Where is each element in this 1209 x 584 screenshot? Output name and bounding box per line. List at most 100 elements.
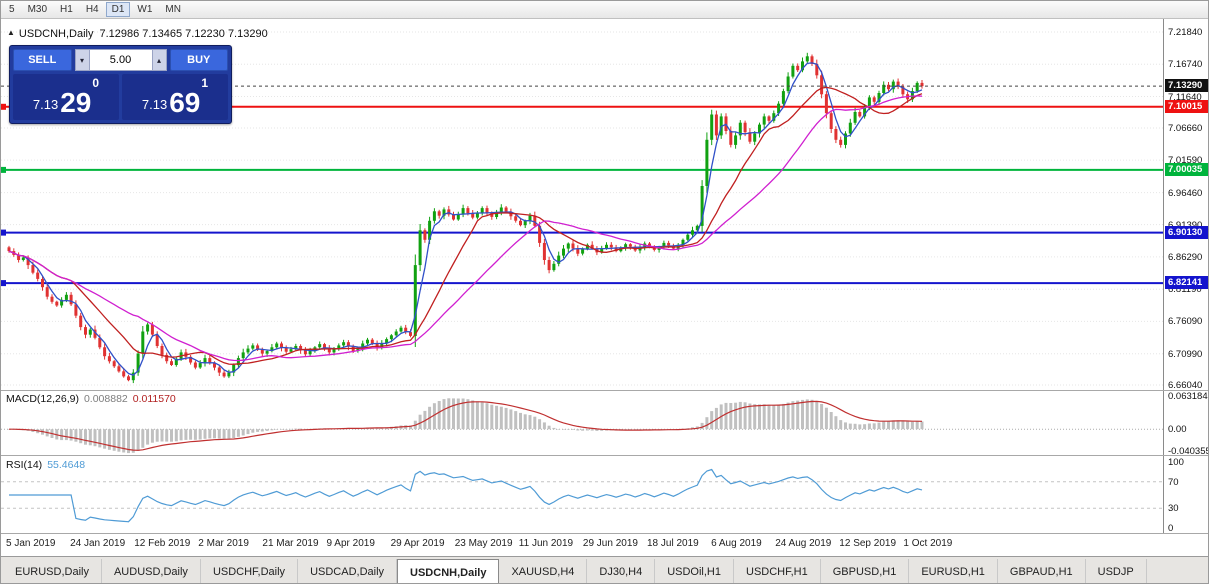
pane-separator[interactable] xyxy=(1,455,1208,456)
bid-pips: 29 xyxy=(60,87,92,118)
macd-histogram-bar xyxy=(734,402,738,430)
volume-decrease-button[interactable]: ▾ xyxy=(74,49,90,71)
candle-body xyxy=(270,347,274,352)
candle-body xyxy=(490,212,494,217)
candle-body xyxy=(877,93,881,102)
candle-body xyxy=(475,213,479,218)
rsi-pane-canvas[interactable] xyxy=(1,456,1163,533)
candle-body xyxy=(882,84,886,93)
candle-body xyxy=(79,315,83,328)
timeframe-button-h4[interactable]: H4 xyxy=(80,2,105,17)
bid-price-display[interactable]: 7.13 29 0 xyxy=(13,74,119,120)
rsi-axis-label: 100 xyxy=(1168,457,1184,468)
macd-histogram-bar xyxy=(418,414,422,430)
macd-pane-canvas[interactable] xyxy=(1,391,1163,455)
candle-body xyxy=(55,301,59,306)
sell-button[interactable]: SELL xyxy=(13,49,72,71)
candle-body xyxy=(241,352,245,359)
bid-pipette: 0 xyxy=(92,76,100,90)
macd-axis[interactable]: 0.063184 0.00 -0.040355 xyxy=(1163,391,1208,457)
tab-audusd-daily[interactable]: AUDUSD,Daily xyxy=(102,559,201,583)
candle-body xyxy=(815,63,819,76)
macd-histogram-bar xyxy=(729,403,733,430)
tab-usdoil-h1[interactable]: USDOil,H1 xyxy=(655,559,734,583)
candle-body xyxy=(786,76,790,92)
tab-usdcnh-daily[interactable]: USDCNH,Daily xyxy=(397,559,500,583)
candle-body xyxy=(217,367,221,373)
candle-body xyxy=(576,248,580,254)
tab-xauusd-h4[interactable]: XAUUSD,H4 xyxy=(499,559,588,583)
timeframe-button-mn[interactable]: MN xyxy=(159,2,187,17)
tab-usdjp[interactable]: USDJP xyxy=(1086,559,1147,583)
candle-body xyxy=(60,299,64,306)
date-tick-label: 29 Apr 2019 xyxy=(390,538,445,549)
main-chart-canvas[interactable] xyxy=(1,19,1163,390)
timeframe-button-m30[interactable]: M30 xyxy=(22,2,53,17)
candle-body xyxy=(208,358,212,363)
candle-body xyxy=(872,97,876,102)
date-axis[interactable]: 5 Jan 2019 24 Jan 2019 12 Feb 2019 2 Mar 20… xyxy=(1,534,1163,556)
macd-histogram-bar xyxy=(700,422,704,430)
candle-body xyxy=(280,343,283,348)
macd-histogram-bar xyxy=(844,422,847,430)
tab-dj30-h4[interactable]: DJ30,H4 xyxy=(587,559,656,583)
candle-body xyxy=(356,347,360,352)
candle-body xyxy=(805,56,809,62)
candle-body xyxy=(495,211,499,217)
macd-histogram-bar xyxy=(275,429,279,430)
macd-histogram-bar xyxy=(107,429,111,450)
macd-histogram-bar xyxy=(915,421,919,430)
timeframe-button-5[interactable]: 5 xyxy=(3,2,21,17)
timeframe-button-w1[interactable]: W1 xyxy=(131,2,158,17)
candle-body xyxy=(141,331,145,354)
candle-body xyxy=(686,234,690,240)
macd-histogram-bar xyxy=(834,416,838,430)
candle-body xyxy=(136,353,140,373)
candle-body xyxy=(863,106,867,117)
macd-histogram-bar xyxy=(447,398,451,430)
tab-usdchf-daily[interactable]: USDCHF,Daily xyxy=(201,559,299,583)
trade-panel-collapse-icon[interactable]: ▲ xyxy=(7,28,15,37)
macd-histogram-bar xyxy=(409,425,412,430)
macd-histogram-bar xyxy=(743,402,747,430)
candle-body xyxy=(150,324,154,335)
tab-eurusd-daily[interactable]: EURUSD,Daily xyxy=(3,559,102,583)
tab-usdchf-h1[interactable]: USDCHF,H1 xyxy=(734,559,821,583)
tab-gbpaud-h1[interactable]: GBPAUD,H1 xyxy=(998,559,1086,583)
macd-histogram-bar xyxy=(265,429,269,431)
candle-body xyxy=(131,372,135,381)
macd-histogram-bar xyxy=(820,404,824,430)
rsi-axis[interactable]: 100 70 30 0 xyxy=(1163,456,1208,534)
timeframe-button-d1[interactable]: D1 xyxy=(105,2,131,17)
ask-pipette: 1 xyxy=(201,76,209,90)
volume-input[interactable] xyxy=(89,49,152,71)
candle-body xyxy=(844,133,847,145)
macd-histogram-bar xyxy=(131,429,135,453)
macd-histogram-bar xyxy=(590,429,594,431)
candle-body xyxy=(189,356,193,363)
macd-histogram-bar xyxy=(600,429,604,431)
tab-gbpusd-h1[interactable]: GBPUSD,H1 xyxy=(821,559,910,583)
price-axis[interactable]: 7.21840 7.16740 7.11640 7.06660 7.01590 6.964… xyxy=(1163,19,1208,391)
macd-histogram-bar xyxy=(748,403,752,430)
candle-body xyxy=(557,255,561,264)
timeframe-button-h1[interactable]: H1 xyxy=(54,2,79,17)
date-tick-label: 5 Jan 2019 xyxy=(6,538,56,549)
macd-histogram-bar xyxy=(562,429,565,430)
candle-body xyxy=(103,347,107,357)
candle-body xyxy=(155,334,159,346)
buy-button[interactable]: BUY xyxy=(169,49,228,71)
candle-body xyxy=(418,230,422,266)
chart-symbol-label: USDCNH,Daily xyxy=(18,28,94,40)
tab-eurusd-h1[interactable]: EURUSD,H1 xyxy=(909,559,998,583)
candle-body xyxy=(50,296,54,302)
candle-body xyxy=(409,332,412,336)
ask-price-display[interactable]: 7.13 69 1 xyxy=(122,74,228,120)
candle-body xyxy=(514,216,518,221)
level-line-handle xyxy=(1,229,6,236)
pane-separator[interactable] xyxy=(1,390,1208,391)
volume-increase-button[interactable]: ▴ xyxy=(151,49,167,71)
tab-usdcad-daily[interactable]: USDCAD,Daily xyxy=(298,559,398,583)
candle-body xyxy=(777,103,781,114)
macd-histogram-bar xyxy=(222,429,226,439)
